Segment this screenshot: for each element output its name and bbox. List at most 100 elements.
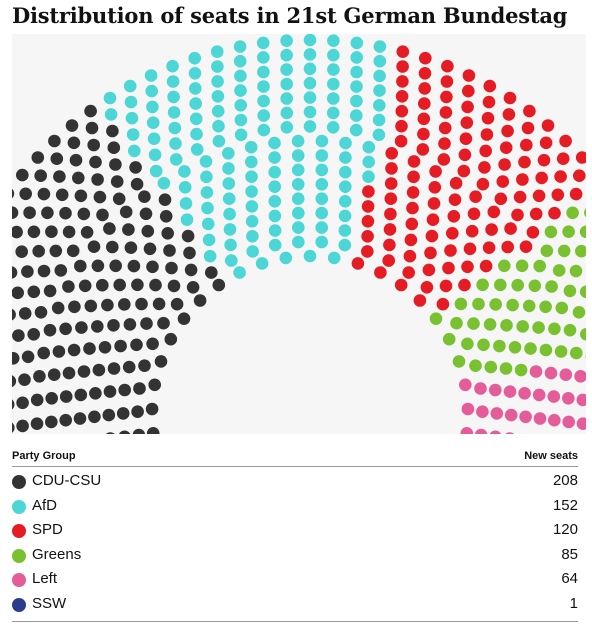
seat-dot <box>80 226 94 239</box>
seat-dot <box>303 91 317 104</box>
seat-dot <box>268 209 282 223</box>
seat-dot <box>508 341 522 354</box>
seat-dot <box>268 224 282 237</box>
seat-dot <box>362 170 375 183</box>
seat-dot <box>145 402 159 416</box>
seat-dot <box>482 95 496 109</box>
seat-dot <box>246 230 259 243</box>
seat-dot <box>43 323 57 337</box>
seat-dot <box>303 120 317 133</box>
seat-dot <box>467 207 481 221</box>
seat-dot <box>490 407 504 420</box>
seat-dot <box>67 136 81 150</box>
seat-dot <box>12 308 16 321</box>
seat-dot <box>338 238 352 252</box>
seat-dot <box>373 54 387 68</box>
seat-dot <box>146 337 159 351</box>
seat-dot <box>45 225 58 238</box>
seat-dot <box>23 206 36 219</box>
seat-dot <box>480 128 494 141</box>
table-header: Party Group New seats <box>12 446 578 467</box>
seat-dot <box>119 205 133 219</box>
seat-dot <box>327 92 340 105</box>
seat-dot <box>292 235 305 249</box>
party-color-swatch <box>12 573 26 588</box>
seat-dot <box>315 149 329 162</box>
seat-dot <box>178 165 191 178</box>
seat-dot <box>533 412 547 425</box>
seat-dot <box>440 75 454 88</box>
seat-dot <box>548 322 561 336</box>
seat-dot <box>166 75 180 88</box>
seat-dot <box>224 238 237 252</box>
seat-dot <box>245 170 258 183</box>
seat-dot <box>424 246 437 260</box>
seat-dot <box>96 208 109 222</box>
seat-dot <box>479 259 493 273</box>
seat-dot <box>149 278 162 292</box>
seat-dot <box>584 208 586 218</box>
seat-dot <box>575 151 586 164</box>
seat-dot <box>291 149 305 162</box>
seat-dot <box>548 413 561 427</box>
seat-dot <box>350 109 363 122</box>
seat-dot <box>339 136 352 150</box>
seat-dot <box>563 284 577 298</box>
seat-dot <box>88 410 101 424</box>
seat-dot <box>125 111 139 125</box>
seat-dot <box>448 193 462 206</box>
seat-dot <box>372 113 386 127</box>
seat-count: 85 <box>561 545 578 563</box>
seat-dot <box>27 285 41 299</box>
seat-dot <box>526 226 540 239</box>
seat-dot <box>539 136 553 150</box>
seat-dot <box>74 189 88 203</box>
seat-dot <box>494 278 507 292</box>
seat-dot <box>45 415 58 429</box>
seat-dot <box>124 95 138 109</box>
seat-dot <box>200 170 213 184</box>
seat-dot <box>34 306 48 319</box>
seat-dot <box>257 65 270 79</box>
seat-dot <box>244 140 258 154</box>
seat-dot <box>483 318 497 331</box>
seat-dot <box>45 392 58 405</box>
seat-dot <box>426 213 440 226</box>
seat-dot <box>211 104 225 118</box>
seat-dot <box>427 197 441 210</box>
seat-dot <box>291 134 305 148</box>
seat-dot <box>504 222 517 235</box>
seat-dot <box>413 294 427 307</box>
seat-dot <box>574 370 586 383</box>
seat-dot <box>169 137 182 150</box>
seat-dot <box>327 77 340 91</box>
seat-dot <box>30 417 44 431</box>
seat-dot <box>498 158 511 171</box>
seat-dot <box>89 155 102 169</box>
seat-dot <box>303 48 317 61</box>
seat-dot <box>425 229 439 243</box>
seat-dot <box>419 51 432 65</box>
seat-dot <box>503 385 517 398</box>
seat-dot <box>350 65 363 79</box>
seat-dot <box>211 75 224 88</box>
seat-dot <box>454 297 468 311</box>
seat-dot <box>189 112 203 126</box>
seat-dot <box>190 143 204 156</box>
seat-dot <box>12 422 15 433</box>
new-seats-header: New seats <box>524 450 578 462</box>
seat-dot <box>420 281 434 294</box>
seat-dot <box>118 430 131 434</box>
seat-dot <box>315 221 329 234</box>
party-group-header: Party Group <box>12 450 76 462</box>
seat-dot <box>48 134 61 148</box>
seat-dot <box>562 225 575 238</box>
seat-dot <box>459 378 472 392</box>
seat-dot <box>201 201 214 215</box>
seat-dot <box>255 257 269 270</box>
seat-dot <box>257 123 271 137</box>
seat-dot <box>149 164 163 178</box>
seat-dot <box>417 112 431 126</box>
seat-dot <box>130 177 144 191</box>
seat-dot <box>533 259 546 273</box>
